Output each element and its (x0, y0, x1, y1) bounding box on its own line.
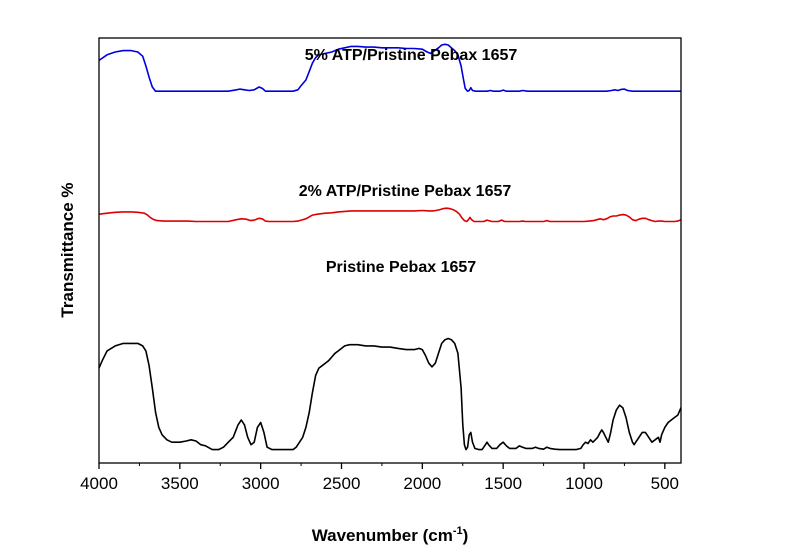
series-line-0 (98, 43, 681, 92)
series-line-1 (98, 207, 682, 223)
x-axis-ticks: 4000 3500 3000 2500 2000 1500 1000 500 (80, 463, 679, 493)
annotation-5pct-atp: 5% ATP/Pristine Pebax 1657 (305, 47, 518, 64)
x-axis-title-close: ) (463, 526, 469, 545)
series-layer (98, 43, 682, 451)
annotation-2pct-atp: 2% ATP/Pristine Pebax 1657 (299, 183, 512, 200)
x-tick-label: 3000 (242, 474, 280, 493)
plot-frame (98, 37, 682, 464)
annotation-pristine: Pristine Pebax 1657 (326, 259, 476, 276)
x-tick-label: 1500 (484, 474, 522, 493)
x-tick-label: 4000 (80, 474, 118, 493)
x-axis-title: Wavenumber (cm-1) (312, 525, 469, 545)
x-tick-label: 500 (651, 474, 679, 493)
series-line-2 (98, 337, 682, 451)
x-tick-label: 1000 (565, 474, 603, 493)
x-axis-title-superscript: -1 (453, 525, 463, 537)
x-axis-title-main: Wavenumber (cm (312, 526, 453, 545)
x-tick-label: 3500 (161, 474, 199, 493)
x-tick-label: 2000 (403, 474, 441, 493)
y-axis-title: Transmittance % (58, 182, 77, 317)
x-tick-label: 2500 (323, 474, 361, 493)
